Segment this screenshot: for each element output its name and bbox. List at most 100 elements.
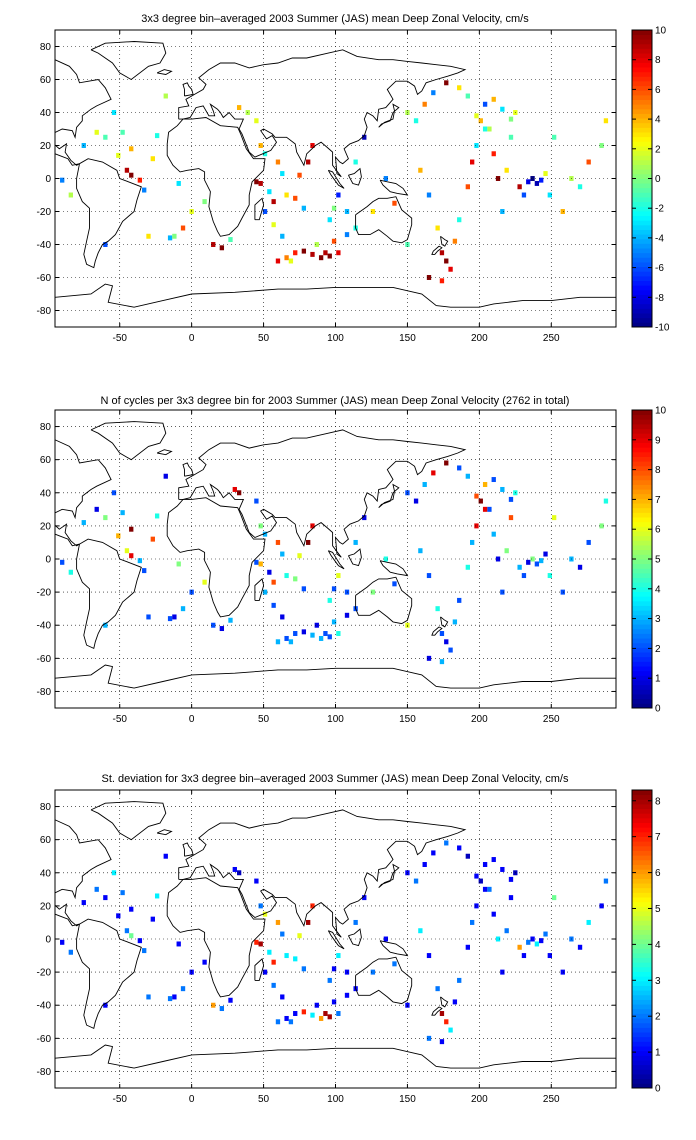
data-cell [504, 548, 509, 554]
data-cell [318, 255, 324, 261]
data-cell [280, 551, 285, 557]
x-tick-label: 0 [189, 1094, 195, 1105]
cycle-count-map-svg: N of cycles per 3x3 degree bin for 2003 … [37, 395, 667, 725]
data-cell [275, 639, 281, 645]
colorbar-step [632, 966, 652, 972]
data-cell [452, 238, 458, 244]
colorbar-step [632, 1022, 652, 1028]
data-cell [482, 482, 488, 487]
colorbar-step [632, 285, 652, 291]
data-cell [465, 473, 470, 479]
x-tick-label: 250 [543, 714, 560, 725]
data-cell [426, 953, 432, 959]
data-cell [331, 966, 337, 972]
colorbar-step [632, 150, 652, 156]
data-cell [103, 895, 108, 901]
data-cell [219, 626, 225, 632]
data-cell [68, 569, 73, 575]
colorbar-step [632, 136, 652, 142]
data-cell [327, 253, 332, 259]
data-cell [500, 969, 505, 975]
colorbar-step [632, 456, 652, 462]
colorbar-step [632, 577, 652, 583]
data-cell [103, 242, 108, 247]
data-cell [383, 176, 389, 181]
colorbar-step [632, 461, 652, 467]
y-tick-label: -40 [37, 1001, 52, 1012]
colorbar-step [632, 855, 652, 861]
colorbar-step [632, 201, 652, 207]
data-cell [457, 845, 462, 851]
colorbar-step [632, 901, 652, 907]
data-cell [267, 189, 272, 195]
data-cell [478, 498, 483, 504]
data-cell [521, 953, 527, 959]
colorbar-step [632, 479, 652, 485]
data-cell [94, 886, 99, 892]
colorbar-step [632, 845, 652, 851]
data-cell [491, 531, 496, 537]
x-tick-label: 250 [543, 333, 560, 344]
data-cell [172, 233, 177, 239]
colorbar-step [632, 827, 652, 833]
colorbar-step [632, 39, 652, 45]
data-cell [284, 953, 289, 959]
data-cell [254, 559, 259, 565]
colorbar-step [632, 841, 652, 847]
data-cell [81, 520, 86, 526]
colorbar-step [632, 465, 652, 471]
y-tick-label: -80 [37, 306, 52, 317]
data-cell [142, 948, 147, 954]
colorbar-tick-label: 8 [655, 55, 661, 66]
colorbar-step [632, 1055, 652, 1061]
data-cell [521, 573, 527, 579]
coastline-japan [378, 483, 400, 509]
y-tick-label: -60 [37, 1034, 52, 1045]
data-cell [470, 539, 475, 545]
coastline-madagascar [254, 197, 265, 221]
data-cell [482, 862, 488, 867]
data-cell [150, 536, 155, 542]
colorbar-step [632, 600, 652, 606]
data-cell [228, 617, 233, 623]
data-cell [418, 928, 423, 934]
data-cell [426, 275, 432, 280]
coastlines [55, 421, 616, 689]
y-tick-label: 80 [40, 802, 52, 813]
data-cell [258, 523, 263, 529]
colorbar-frame [631, 789, 653, 1089]
colorbar-step [632, 132, 652, 138]
data-cell [577, 944, 583, 950]
x-tick-label: 250 [543, 1094, 560, 1105]
y-tick-label: 0 [45, 935, 51, 946]
data-cell [336, 1011, 341, 1016]
data-cell [491, 96, 496, 102]
colorbar-step [632, 911, 652, 917]
colorbar-step [632, 980, 652, 986]
data-cell [284, 192, 289, 198]
colorbar-step [632, 878, 652, 884]
data-cell [474, 903, 479, 909]
colorbar-step [632, 906, 652, 912]
data-cell [370, 589, 376, 595]
data-cell [547, 573, 552, 579]
data-cell [474, 873, 479, 879]
colorbar-step [632, 122, 652, 128]
data-cell [142, 187, 147, 193]
x-tick-label: 100 [327, 1094, 344, 1105]
colorbar-step [632, 549, 652, 555]
coastline-sumatra [327, 550, 345, 570]
data-cell [422, 482, 427, 487]
colorbar-step [632, 71, 652, 77]
data-cell [254, 118, 259, 124]
colorbar-tick-label: 7 [655, 495, 661, 506]
data-cell [262, 151, 268, 157]
colorbar-step [632, 34, 652, 40]
data-cell [487, 126, 492, 132]
data-cell [275, 919, 281, 925]
colorbar-step [632, 990, 652, 996]
data-cell [262, 589, 268, 595]
colorbar-step [632, 30, 652, 36]
colorbar-step [632, 591, 652, 597]
